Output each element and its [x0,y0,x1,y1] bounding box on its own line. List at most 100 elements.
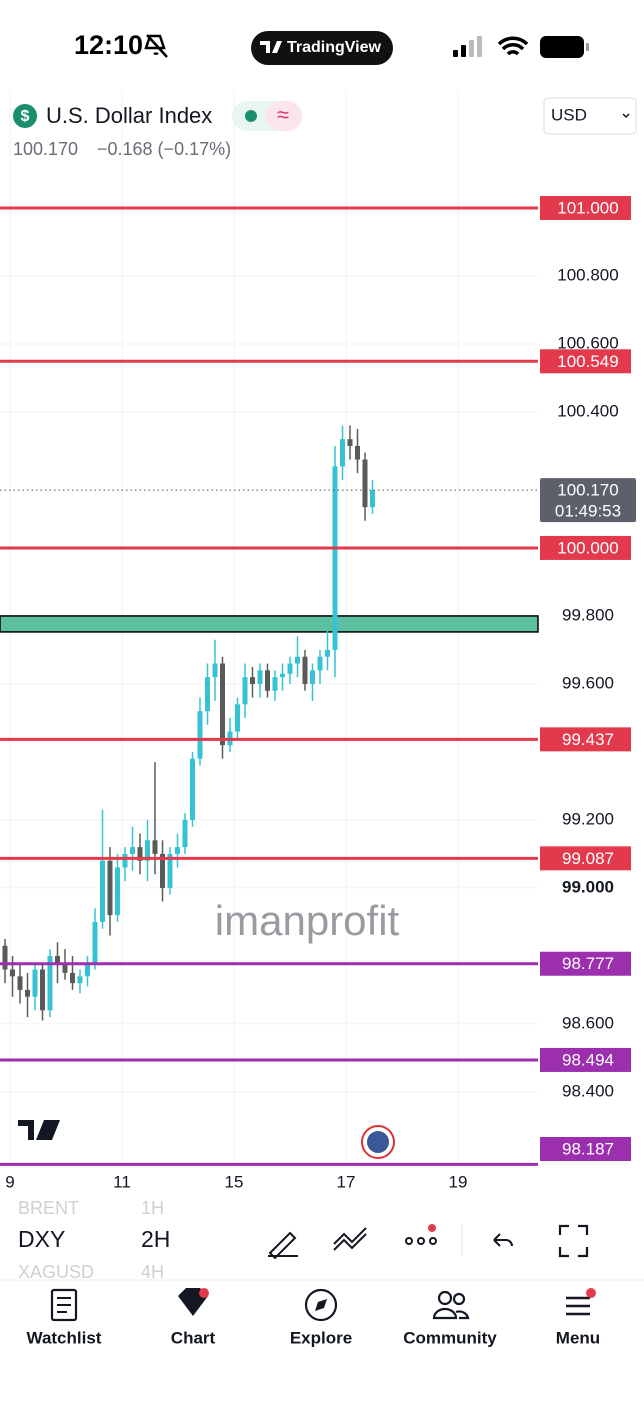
app-pill [251,31,393,65]
undo[interactable] [493,1233,513,1247]
candle-body [370,490,375,508]
candle-body [265,670,270,691]
candle-body [205,677,210,712]
draw-tool[interactable] [268,1231,298,1260]
level-label: 98.187 [562,1139,614,1158]
candle-body [85,962,90,977]
y-tick-label: 99.800 [562,605,614,624]
candle-body [160,853,165,888]
toolbar: BRENT DXY XAGUSD 1H 2H 4H [18,1198,170,1282]
candle-body [332,466,338,650]
interval-option[interactable]: 4H [141,1262,164,1282]
app-name: TradingView [287,39,382,56]
candle-body [295,656,300,664]
x-tick-label: 15 [225,1172,244,1191]
level-label-bg [540,1137,631,1161]
level-label-bg [540,349,631,374]
dropdown-arrow [622,113,630,119]
menu-icon [566,1296,590,1316]
symbol-icon [13,104,37,128]
interval[interactable]: 2H [141,1226,170,1252]
level-label-bg [540,535,631,560]
y-tick-label: 100.600 [557,333,618,352]
candle-body [55,955,60,963]
y-tick-label: 100.800 [557,265,618,284]
tab-label[interactable]: Explore [290,1328,352,1347]
candle-body [175,847,180,854]
candle-body [130,847,135,854]
candle-body [10,969,15,977]
candle-body [220,663,225,746]
symbol-name: U.S. Dollar Index [46,103,212,128]
candle-body [25,989,30,997]
tab-label[interactable]: Community [403,1328,497,1347]
candle-body [137,847,143,861]
battery [540,36,584,58]
level-label: 98.494 [562,1050,614,1069]
tab-label[interactable]: Watchlist [27,1328,102,1347]
candle-body [92,921,98,963]
symbol[interactable]: DXY [18,1226,65,1252]
x-tick-label: 11 [113,1172,131,1191]
y-tick-label: 99.200 [562,809,614,828]
zone [0,615,539,633]
symbol-icon-text: $ [21,108,30,125]
candle-body [2,945,8,970]
candle-body [70,972,75,984]
watchlist-icon [50,1288,78,1322]
interval-option[interactable]: 1H [141,1198,164,1218]
candle-body [190,758,195,820]
candle-body [122,853,128,868]
fullscreen[interactable] [558,1224,589,1258]
candle-body [182,819,188,848]
x-tick-label: 19 [449,1172,468,1191]
explore-needle [315,1299,327,1311]
candle-body [362,459,368,508]
symbol-option[interactable]: BRENT [18,1198,79,1218]
symbol-option[interactable]: XAGUSD [18,1262,94,1282]
candle-body [17,976,23,990]
candle-body [62,962,68,973]
y-tick-label: 99.000 [562,877,614,896]
explore-icon [304,1288,338,1322]
x-tick-label: 9 [5,1172,14,1191]
candle-body [235,704,240,732]
candle-body [40,969,45,1011]
more-tool[interactable] [405,1237,437,1245]
candle-body [317,656,323,671]
level-label: 100.549 [557,352,618,371]
status-pill-right [266,101,302,131]
level-label: 100.000 [557,538,618,557]
level-label-bg [540,951,631,976]
plot: 101.000 100.549 100.000 99.437 99.087 98.777 9… [0,195,636,1166]
y-tick-label: 100.400 [557,401,618,420]
community-icon [432,1290,470,1320]
candle-body [355,445,360,460]
last-price: 100.170 [13,139,78,159]
level-label-bg [540,846,631,871]
level-label: 99.437 [562,730,614,749]
candle-body [47,955,53,1011]
currency[interactable]: USD [551,105,587,124]
last-price-label: 100.170 [557,481,618,500]
tab-label[interactable]: Chart [171,1328,216,1347]
last-price-bg [540,478,636,523]
indicator-tool[interactable] [333,1227,367,1251]
watermark: imanprofit [215,897,400,944]
countdown: 01:49:53 [555,502,621,521]
menu-badge [586,1288,596,1298]
candle-body [287,663,293,674]
clock: 12:10 [74,30,143,60]
price-change: −0.168 (−0.17%) [97,139,231,159]
tab-label[interactable]: Menu [556,1328,600,1347]
currency-select[interactable] [543,97,637,135]
candle-body [310,670,315,684]
candle-body [302,656,308,684]
y-tick-label: 98.600 [562,1013,614,1032]
candle-body [197,711,203,759]
candle-body [152,840,158,854]
candle-body [77,976,83,984]
signal-icon [453,36,482,57]
